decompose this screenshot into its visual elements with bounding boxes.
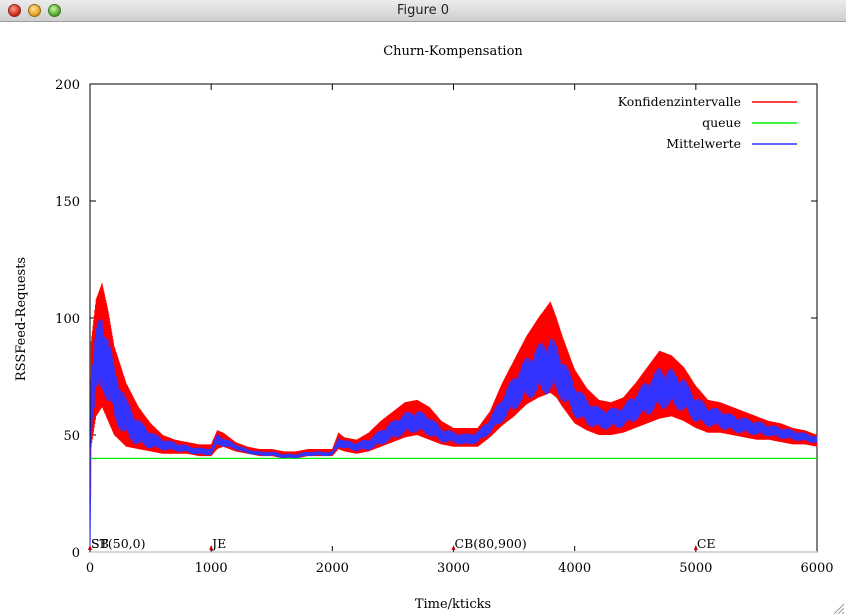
legend-label: Mittelwerte xyxy=(666,136,741,151)
x-axis-label: Time/kticks xyxy=(415,597,491,612)
event-label: SB xyxy=(91,536,109,551)
zoom-window-button[interactable] xyxy=(48,4,61,17)
event-label: ST(50,0) xyxy=(91,536,146,551)
window-titlebar: Figure 0 xyxy=(0,0,846,22)
legend: Konfidenzintervalle queue Mittelwerte xyxy=(618,94,797,151)
window-title: Figure 0 xyxy=(396,3,450,18)
y-tick-label: 150 xyxy=(55,195,80,210)
x-tick-label: 2000 xyxy=(316,561,349,576)
x-tick-label: 5000 xyxy=(679,561,712,576)
event-marker-arrow xyxy=(88,545,92,550)
y-tick-label: 50 xyxy=(63,429,80,444)
close-window-button[interactable] xyxy=(8,4,21,17)
y-tick-label: 0 xyxy=(72,546,80,561)
event-label: JE xyxy=(210,536,226,551)
minimize-window-button[interactable] xyxy=(28,4,41,17)
x-tick-label: 6000 xyxy=(800,561,833,576)
chart-title: Churn-Kompensation xyxy=(383,44,523,59)
x-tick-label: 4000 xyxy=(558,561,591,576)
plot-area-frame xyxy=(89,83,818,553)
resize-grip-icon[interactable] xyxy=(832,602,844,614)
series-layer xyxy=(89,282,818,553)
event-label: CE xyxy=(697,536,716,551)
event-marker-arrow xyxy=(209,545,214,550)
axes-ticks: 0 1000 2000 3000 4000 5000 6000 0 50 100 150 200 xyxy=(55,78,833,576)
x-tick-label: 1000 xyxy=(195,561,228,576)
event-marker-arrow xyxy=(451,545,456,550)
y-axis-label: RSSFeed-Requests xyxy=(14,257,29,381)
y-tick-label: 200 xyxy=(55,78,80,93)
y-tick-label: 100 xyxy=(55,312,80,327)
legend-label: Konfidenzintervalle xyxy=(618,94,741,109)
legend-label: queue xyxy=(702,115,741,130)
event-label: CB(80,900) xyxy=(455,536,527,551)
series-mittelwerte xyxy=(89,319,818,553)
x-tick-label: 3000 xyxy=(437,561,470,576)
chart: Churn-Kompensation Time/kticks RSSFeed-R… xyxy=(14,44,834,612)
x-tick-label: 0 xyxy=(86,561,94,576)
event-marker-arrow xyxy=(693,545,698,550)
